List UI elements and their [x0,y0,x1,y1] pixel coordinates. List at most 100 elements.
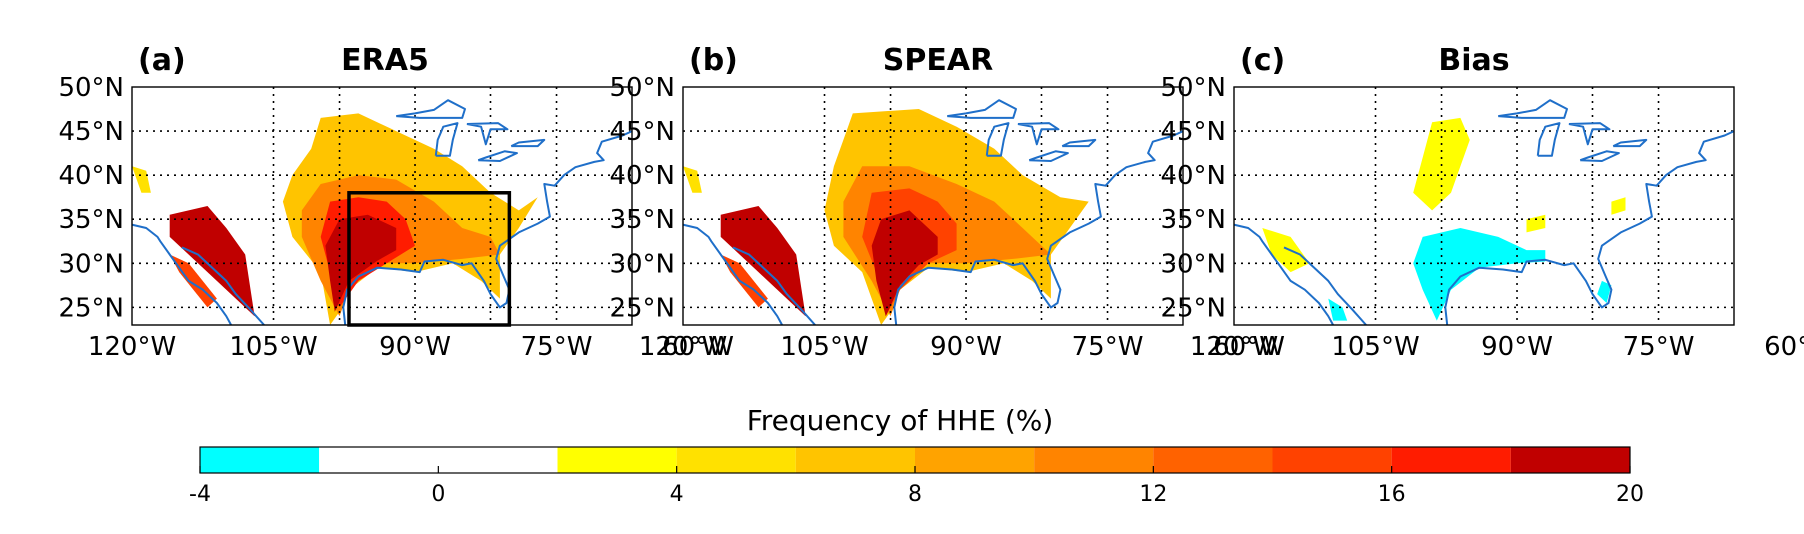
axis-ticks: 50°N 45°N 40°N 35°N 30°N 25°N 120°W 105°W 90°W 75… [58,73,733,362]
coastline-maritimes [1733,112,1734,114]
coastline-lake-huron [1017,122,1060,146]
coastline-lake-erie [1579,150,1620,162]
map-content [1234,87,1734,325]
lon-tick-label: 75°W [521,332,593,362]
colorbar-bin [1153,447,1273,473]
colorbar-bin [200,447,320,473]
map-content [132,87,632,325]
lat-tick-label: 40°N [609,161,675,191]
colorbar-tick-label: 16 [1378,482,1406,507]
coastline-outline [132,94,232,325]
analysis-region-box [347,191,512,327]
colorbar-bin [1034,447,1154,473]
region-baja-strip [720,254,768,308]
colorbar-ticks: -4 0 4 8 12 16 20 [189,466,1644,507]
axis-ticks: 50°N 45°N 40°N 35°N 30°N 25°N 120°W 105°W 90°W 75… [1160,73,1804,362]
lon-tick-label: 90°W [379,332,451,362]
lat-tick-label: 50°N [58,73,124,103]
colorbar-bin [1391,447,1511,473]
region-texas-max [871,210,938,317]
coastline-lake-superior [947,99,1017,119]
coastline-outline [1234,94,1334,325]
colorbar-bins [200,447,1630,473]
lon-tick-label: 105°W [229,332,317,362]
lat-tick-label: 50°N [1160,73,1226,103]
region-baja-strip [169,254,217,308]
coastline-lake-michigan [1536,122,1561,157]
lat-tick-label: 40°N [58,161,124,191]
axis-ticks: 50°N 45°N 40°N 35°N 30°N 25°N 120°W 105°W 90°W 75… [609,73,1284,362]
coastline-lake-erie [1028,150,1069,162]
coastline-gulf-of-california [1283,246,1367,325]
colorbar: Frequency of HHE (%) -4 0 4 8 12 16 20 [189,404,1644,507]
lon-tick-label: 90°W [930,332,1002,362]
coastline-us-gulf-atlantic [893,130,1183,325]
colorbar-bin [795,447,915,473]
region-southwest-hot [720,206,806,317]
colorbar-tick-label: 20 [1616,482,1644,507]
region-california-strip [132,166,151,193]
panel-label: (b) [689,43,738,78]
coastline-outline [683,94,783,325]
colorbar-bin [915,447,1035,473]
lat-tick-label: 30°N [609,249,675,279]
region-baja-neg [1328,298,1348,321]
colorbar-tick-label: -4 [189,482,211,507]
lon-tick-label: 105°W [780,332,868,362]
region-southwest-hot [169,206,255,317]
colorbar-bin [1510,447,1630,473]
colorbar-title: Frequency of HHE (%) [747,404,1054,437]
lon-tick-label: 75°W [1623,332,1695,362]
lon-tick-label: 120°W [88,332,176,362]
lat-tick-label: 35°N [58,205,124,235]
coastline-lake-michigan [985,122,1010,157]
lon-tick-label: 105°W [1331,332,1419,362]
lat-tick-label: 30°N [1160,249,1226,279]
colorbar-bin [676,447,796,473]
lon-tick-label: 60°W [662,332,734,362]
map-frame [682,86,1184,326]
lon-tick-label: 60°W [1764,332,1804,362]
coastline-lake-michigan [434,122,459,157]
coastline-gulf-of-california [181,246,265,325]
panel-label: (a) [138,43,186,78]
lat-tick-label: 35°N [1160,205,1226,235]
colorbar-tick-label: 0 [431,482,445,507]
region-texas-gulf-neg [1413,228,1546,321]
lat-tick-label: 40°N [1160,161,1226,191]
region-missouri-pos [1526,214,1546,233]
coastline-gulf-of-california [732,246,816,325]
panel-era5: (a) ERA5 50°N 45°N 40°N 35°N 30°N 25°N 120°W 10… [58,43,733,362]
coastline-lake-erie [477,150,518,162]
region-appalachian-pos [1611,197,1626,215]
lon-tick-label: 60°W [1213,332,1285,362]
lat-tick-label: 30°N [58,249,124,279]
coastline-us-gulf-atlantic [1444,130,1734,325]
coastline-lake-ontario [1061,138,1097,148]
lon-tick-label: 120°W [639,332,727,362]
lat-tick-label: 45°N [58,117,124,147]
lat-tick-label: 25°N [609,293,675,323]
coastline-lake-ontario [510,138,546,148]
coastline-lake-ontario [1612,138,1648,148]
map-frame [1233,86,1735,326]
region-florida-neg [1597,280,1612,303]
colorbar-bin [1272,447,1392,473]
lon-tick-label: 75°W [1072,332,1144,362]
region-california-strip [683,166,702,193]
coastline-lake-huron [1568,122,1611,146]
lat-tick-label: 45°N [1160,117,1226,147]
panel-spear: (b) SPEAR 50°N 45°N 40°N 35°N 30°N 25°N 120°W 1… [609,43,1284,362]
panel-label: (c) [1240,43,1285,78]
coastline-us-gulf-atlantic [342,130,632,325]
coastline-lake-superior [396,99,466,119]
colorbar-tick-label: 12 [1139,482,1167,507]
lat-tick-label: 45°N [609,117,675,147]
region-texas-max [325,214,397,312]
colorbar-tick-label: 4 [670,482,684,507]
lat-tick-label: 25°N [58,293,124,323]
panel-title: Bias [1438,43,1509,78]
coastline-lake-superior [1498,99,1568,119]
lon-tick-label: 90°W [1481,332,1553,362]
colorbar-tick-label: 8 [908,482,922,507]
